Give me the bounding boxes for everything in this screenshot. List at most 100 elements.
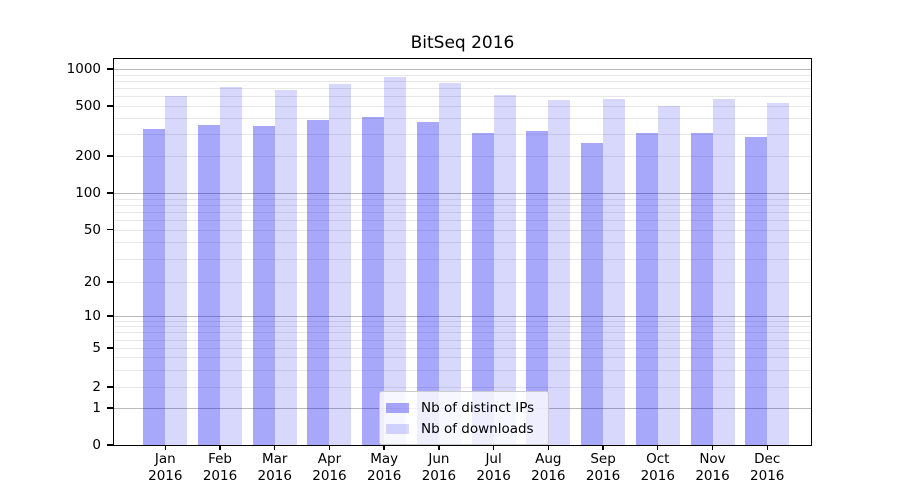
y-tick-mark bbox=[107, 105, 113, 107]
gridline-minor bbox=[114, 339, 811, 341]
bar-downloads-may bbox=[384, 77, 407, 445]
x-tick-mark bbox=[328, 445, 331, 450]
gridline-minor bbox=[114, 320, 811, 322]
y-tick-mark bbox=[107, 281, 113, 283]
x-tick-label-feb: Feb 2016 bbox=[202, 451, 238, 484]
gridline-minor bbox=[114, 198, 811, 200]
x-tick-mark bbox=[219, 445, 221, 450]
bar-downloads-oct bbox=[657, 106, 680, 445]
gridline-minor bbox=[114, 369, 811, 371]
x-tick-mark bbox=[711, 445, 714, 450]
bar-downloads-jun bbox=[438, 83, 461, 445]
bar-distinct-ips-mar bbox=[252, 126, 275, 445]
legend-label-downloads: Nb of downloads bbox=[421, 420, 534, 437]
x-tick-label-jun: Jun 2016 bbox=[421, 451, 457, 484]
bar-distinct-ips-oct bbox=[635, 132, 658, 445]
gridline-minor bbox=[114, 282, 811, 283]
gridline-minor bbox=[114, 258, 811, 260]
gridline-minor bbox=[114, 106, 811, 107]
legend-label-ips: Nb of distinct IPs bbox=[421, 399, 535, 416]
legend: Nb of distinct IPs Nb of downloads bbox=[379, 391, 549, 445]
gridline-minor bbox=[114, 156, 811, 157]
y-tick-label-50: 50 bbox=[83, 221, 101, 238]
gridline-minor bbox=[114, 80, 811, 82]
gridline-minor bbox=[114, 133, 811, 135]
x-tick-mark bbox=[492, 445, 495, 450]
gridline-minor bbox=[114, 242, 811, 244]
gridline-minor bbox=[114, 118, 811, 120]
x-tick-mark bbox=[766, 445, 768, 450]
gridline-minor bbox=[114, 96, 811, 98]
bar-downloads-sep bbox=[603, 99, 626, 445]
gridline-minor bbox=[114, 332, 811, 334]
x-tick-mark bbox=[547, 445, 550, 450]
gridline-minor bbox=[114, 229, 811, 231]
bar-downloads-apr bbox=[329, 84, 352, 445]
gridline-minor bbox=[114, 219, 811, 221]
bar-distinct-ips-feb bbox=[198, 124, 221, 445]
x-tick-mark bbox=[657, 445, 659, 450]
bar-distinct-ips-aug bbox=[526, 131, 549, 445]
y-tick-mark bbox=[107, 155, 113, 157]
y-tick-mark bbox=[107, 407, 113, 409]
x-tick-mark bbox=[383, 445, 385, 450]
gridline-minor bbox=[114, 74, 811, 76]
y-tick-label-1000: 1000 bbox=[66, 61, 101, 77]
x-tick-label-jan: Jan 2016 bbox=[148, 451, 183, 484]
x-tick-label-sep: Sep 2016 bbox=[585, 451, 621, 484]
bar-distinct-ips-apr bbox=[307, 120, 330, 445]
x-tick-label-oct: Oct 2016 bbox=[640, 451, 675, 484]
x-tick-mark bbox=[438, 445, 440, 450]
gridline-minor bbox=[114, 326, 811, 328]
legend-swatch-downloads bbox=[386, 423, 409, 434]
bar-distinct-ips-jun bbox=[416, 121, 439, 445]
y-tick-mark bbox=[107, 315, 113, 317]
bar-downloads-dec bbox=[767, 103, 790, 445]
x-tick-label-aug: Aug 2016 bbox=[531, 451, 566, 484]
y-tick-label-200: 200 bbox=[75, 148, 101, 164]
bar-distinct-ips-sep bbox=[581, 142, 604, 445]
legend-item-distinct-ips: Nb of distinct IPs bbox=[386, 397, 541, 418]
y-tick-mark bbox=[107, 68, 113, 70]
y-tick-mark bbox=[107, 347, 113, 349]
bar-downloads-jan bbox=[165, 96, 188, 445]
bar-distinct-ips-nov bbox=[690, 132, 713, 445]
gridline-minor bbox=[114, 211, 811, 213]
legend-item-downloads: Nb of downloads bbox=[386, 418, 541, 439]
y-tick-label-10: 10 bbox=[83, 308, 101, 324]
x-tick-mark bbox=[602, 445, 604, 450]
bar-distinct-ips-dec bbox=[745, 136, 768, 445]
plot-area: Nb of distinct IPs Nb of downloads bbox=[113, 58, 812, 446]
bar-downloads-feb bbox=[220, 86, 243, 445]
y-tick-mark bbox=[107, 228, 113, 231]
y-tick-label-500: 500 bbox=[75, 98, 101, 114]
y-tick-mark bbox=[107, 192, 113, 194]
bar-downloads-nov bbox=[712, 99, 735, 445]
x-tick-label-jul: Jul 2016 bbox=[476, 451, 511, 484]
gridline-minor bbox=[114, 387, 811, 388]
y-tick-mark bbox=[107, 386, 113, 388]
y-tick-label-1: 1 bbox=[92, 400, 101, 416]
bar-downloads-jul bbox=[493, 94, 516, 445]
gridline-minor bbox=[114, 88, 811, 90]
gridline-major bbox=[114, 193, 811, 194]
bar-downloads-aug bbox=[548, 99, 571, 445]
x-tick-label-mar: Mar 2016 bbox=[257, 451, 292, 484]
x-tick-mark bbox=[274, 445, 276, 450]
gridline-minor bbox=[114, 348, 811, 349]
y-tick-label-2: 2 bbox=[92, 379, 101, 395]
legend-swatch-ips bbox=[386, 402, 409, 413]
gridline-minor bbox=[114, 204, 811, 206]
bar-distinct-ips-may bbox=[362, 117, 385, 445]
x-tick-label-apr: Apr 2016 bbox=[312, 451, 347, 484]
y-tick-label-0: 0 bbox=[92, 437, 101, 453]
x-tick-label-nov: Nov 2016 bbox=[695, 451, 730, 484]
y-tick-label-100: 100 bbox=[75, 185, 101, 201]
gridline-minor bbox=[114, 357, 811, 359]
y-tick-label-5: 5 bbox=[92, 340, 101, 356]
y-tick-label-20: 20 bbox=[83, 274, 101, 290]
bar-distinct-ips-jan bbox=[143, 128, 166, 445]
y-tick-mark bbox=[107, 444, 113, 446]
bar-distinct-ips-jul bbox=[471, 132, 494, 445]
